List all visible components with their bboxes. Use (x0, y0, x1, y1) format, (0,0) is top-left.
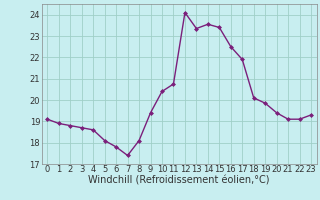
X-axis label: Windchill (Refroidissement éolien,°C): Windchill (Refroidissement éolien,°C) (88, 176, 270, 186)
